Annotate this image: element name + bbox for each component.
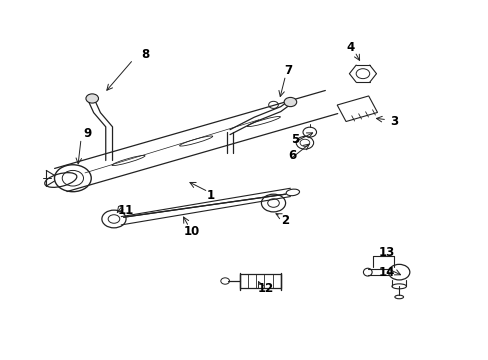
Text: 12: 12 (258, 282, 274, 294)
Text: 11: 11 (118, 204, 134, 217)
Bar (337, 96, 377, 122)
Text: 1: 1 (206, 189, 214, 202)
Text: 3: 3 (389, 115, 398, 128)
Text: 7: 7 (284, 64, 291, 77)
Circle shape (284, 98, 296, 107)
Text: 2: 2 (281, 214, 289, 227)
Text: 13: 13 (378, 246, 394, 259)
Text: 4: 4 (346, 41, 354, 54)
Circle shape (86, 94, 98, 103)
Text: 14: 14 (378, 266, 394, 279)
Bar (239, 274, 280, 288)
Text: 10: 10 (183, 225, 199, 238)
Text: 9: 9 (83, 127, 91, 140)
Text: 8: 8 (141, 48, 149, 61)
Text: 5: 5 (290, 133, 299, 146)
Text: 6: 6 (287, 149, 295, 162)
